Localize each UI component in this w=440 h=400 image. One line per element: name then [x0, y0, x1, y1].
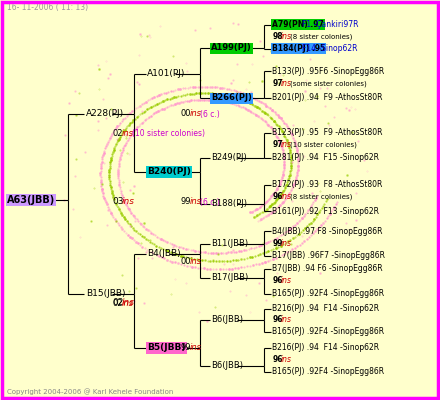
Text: 99: 99	[180, 344, 191, 352]
Text: B266(PJ): B266(PJ)	[211, 94, 252, 102]
Text: B133(PJ) .95F6 -SinopEgg86R: B133(PJ) .95F6 -SinopEgg86R	[272, 67, 384, 76]
Text: B249(PJ): B249(PJ)	[211, 154, 247, 162]
Text: B188(PJ): B188(PJ)	[211, 200, 247, 208]
Text: B7(JBB) .94 F6 -SinopEgg86R: B7(JBB) .94 F6 -SinopEgg86R	[272, 264, 382, 273]
Text: B161(PJ) .92  F13 -Sinop62R: B161(PJ) .92 F13 -Sinop62R	[272, 207, 379, 216]
Text: ins: ins	[190, 110, 202, 118]
Text: B17(JBB) .96F7 -SinopEgg86R: B17(JBB) .96F7 -SinopEgg86R	[272, 252, 385, 260]
Text: (6 c.): (6 c.)	[200, 110, 220, 118]
Text: B172(PJ) .93  F8 -AthosSt80R: B172(PJ) .93 F8 -AthosSt80R	[272, 180, 382, 189]
Text: ins: ins	[281, 239, 292, 248]
Text: 00: 00	[180, 258, 191, 266]
Text: (10 sister colonies): (10 sister colonies)	[132, 129, 205, 138]
Text: (10 sister colonies): (10 sister colonies)	[290, 142, 356, 148]
Text: ins: ins	[121, 300, 133, 308]
Text: B4(JBB): B4(JBB)	[147, 250, 181, 258]
Text: (6 c.): (6 c.)	[200, 198, 220, 206]
Text: B17(JBB): B17(JBB)	[211, 274, 249, 282]
Text: B165(PJ) .92F4 -SinopEgg86R: B165(PJ) .92F4 -SinopEgg86R	[272, 368, 384, 376]
Text: B123(PJ) .95  F9 -AthosSt80R: B123(PJ) .95 F9 -AthosSt80R	[272, 128, 382, 137]
Text: B4(JBB) .97 F8 -SinopEgg86R: B4(JBB) .97 F8 -SinopEgg86R	[272, 227, 382, 236]
Text: ins: ins	[190, 198, 202, 206]
Text: B6(JBB): B6(JBB)	[211, 316, 243, 324]
Text: A63(JBB): A63(JBB)	[7, 195, 55, 205]
Text: 98: 98	[272, 32, 283, 41]
Text: 96: 96	[272, 276, 283, 285]
Text: ins: ins	[190, 258, 202, 266]
Text: 96: 96	[272, 356, 283, 364]
Text: ins: ins	[281, 192, 292, 201]
Text: ins: ins	[190, 344, 202, 352]
Text: 96: 96	[272, 316, 283, 324]
Text: (8 sister colonies): (8 sister colonies)	[290, 194, 352, 200]
Text: ins: ins	[281, 80, 292, 88]
Text: 99: 99	[272, 239, 283, 248]
Text: A79(PN) .97: A79(PN) .97	[272, 20, 324, 29]
Text: B165(PJ) .92F4 -SinopEgg86R: B165(PJ) .92F4 -SinopEgg86R	[272, 328, 384, 336]
Text: 03: 03	[112, 198, 124, 206]
Text: B165(PJ) .92F4 -SinopEgg86R: B165(PJ) .92F4 -SinopEgg86R	[272, 290, 384, 298]
Text: B240(PJ): B240(PJ)	[147, 168, 191, 176]
Text: (8 sister colonies): (8 sister colonies)	[290, 34, 352, 40]
Text: ins: ins	[281, 32, 292, 41]
Text: ins: ins	[122, 198, 135, 206]
Text: 99: 99	[180, 198, 191, 206]
Text: B6(JBB): B6(JBB)	[211, 362, 243, 370]
Text: ins: ins	[121, 129, 133, 138]
Text: 96: 96	[272, 192, 283, 201]
Text: A101(PJ): A101(PJ)	[147, 70, 186, 78]
Text: F1 -Çankiri97R: F1 -Çankiri97R	[302, 20, 358, 29]
Text: B15(JBB): B15(JBB)	[86, 290, 125, 298]
Text: 02: 02	[112, 300, 123, 308]
Text: Copyright 2004-2006 @ Karl Kehele Foundation: Copyright 2004-2006 @ Karl Kehele Founda…	[7, 388, 173, 394]
Text: B184(PJ) .95: B184(PJ) .95	[272, 44, 325, 53]
Text: B201(PJ) .94  F9 -AthosSt80R: B201(PJ) .94 F9 -AthosSt80R	[272, 94, 382, 102]
Text: A228(PJ): A228(PJ)	[86, 110, 124, 118]
Text: 97: 97	[272, 140, 283, 149]
Text: B11(JBB): B11(JBB)	[211, 240, 248, 248]
Text: 02: 02	[112, 129, 123, 138]
Text: 02: 02	[112, 298, 124, 307]
Text: B281(PJ) .94  F15 -Sinop62R: B281(PJ) .94 F15 -Sinop62R	[272, 154, 379, 162]
Text: B5(JBB): B5(JBB)	[147, 344, 186, 352]
Text: B216(PJ) .94  F14 -Sinop62R: B216(PJ) .94 F14 -Sinop62R	[272, 344, 379, 352]
Text: ins: ins	[281, 276, 292, 285]
Text: A199(PJ): A199(PJ)	[211, 44, 252, 52]
Text: 97: 97	[272, 80, 283, 88]
Text: B216(PJ) .94  F14 -Sinop62R: B216(PJ) .94 F14 -Sinop62R	[272, 304, 379, 313]
Text: ins: ins	[122, 298, 135, 307]
Text: 00: 00	[180, 110, 191, 118]
Text: F14 -Sinop62R: F14 -Sinop62R	[302, 44, 357, 53]
Text: (some sister colonies): (some sister colonies)	[290, 81, 366, 87]
Text: ins: ins	[281, 140, 292, 149]
Text: ins: ins	[281, 316, 292, 324]
Text: ins: ins	[281, 356, 292, 364]
Text: 16- 11-2006 ( 11: 13): 16- 11-2006 ( 11: 13)	[7, 3, 88, 12]
